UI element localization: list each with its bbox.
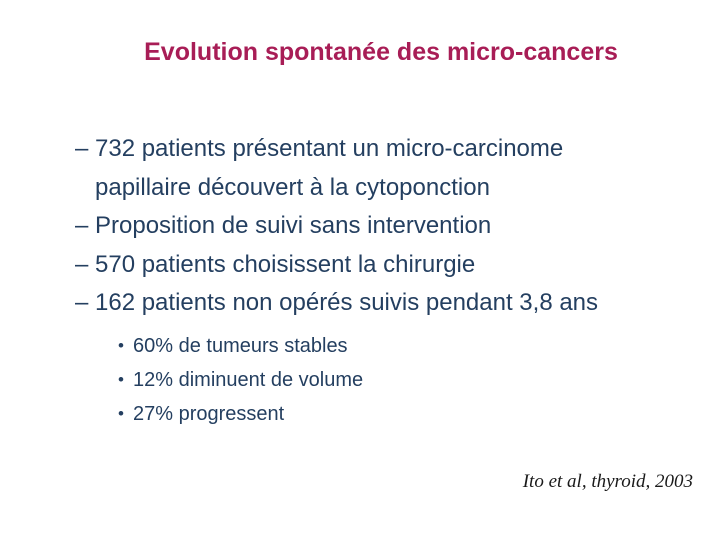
dash-bullet-marker: – (75, 250, 89, 278)
bullet-item-4: – 162 patients non opérés suivis pendant… (75, 284, 659, 323)
bullet-list: – 732 patients présentant un micro-carci… (75, 130, 659, 431)
slide-title: Evolution spontanée des micro-cancers (144, 38, 618, 66)
bullet-item-3: – 570 patients choisissent la chirurgie (75, 246, 659, 285)
sub-bullet-text: 27% progressent (133, 402, 285, 425)
sub-bullet-item-3: • 27% progressent (118, 397, 659, 431)
bullet-text: 570 patients choisissent la chirurgie (95, 250, 476, 278)
sub-bullet-item-1: • 60% de tumeurs stables (118, 329, 659, 363)
bullet-item-2: – Proposition de suivi sans intervention (75, 207, 659, 246)
dot-bullet-marker: • (118, 369, 124, 389)
bullet-text: 732 patients présentant un micro-carcino… (95, 135, 564, 201)
citation: Ito et al, thyroid, 2003 (522, 471, 693, 492)
dash-bullet-marker: – (75, 212, 89, 239)
sub-bullet-item-2: • 12% diminuent de volume (118, 363, 659, 397)
sub-bullet-list: • 60% de tumeurs stables • 12% diminuent… (118, 329, 659, 431)
dash-bullet-marker: – (75, 289, 89, 316)
sub-bullet-text: 12% diminuent de volume (133, 368, 364, 391)
bullet-item-1: – 732 patients présentant un micro-carci… (75, 130, 659, 207)
bullet-text: Proposition de suivi sans intervention (95, 212, 492, 239)
sub-bullet-text: 60% de tumeurs stables (133, 334, 348, 357)
dash-bullet-marker: – (75, 135, 89, 162)
bullet-text: 162 patients non opérés suivis pendant 3… (95, 289, 599, 316)
dot-bullet-marker: • (118, 335, 124, 355)
dot-bullet-marker: • (118, 403, 124, 423)
